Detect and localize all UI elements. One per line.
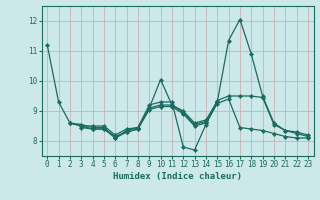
X-axis label: Humidex (Indice chaleur): Humidex (Indice chaleur) [113,172,242,181]
